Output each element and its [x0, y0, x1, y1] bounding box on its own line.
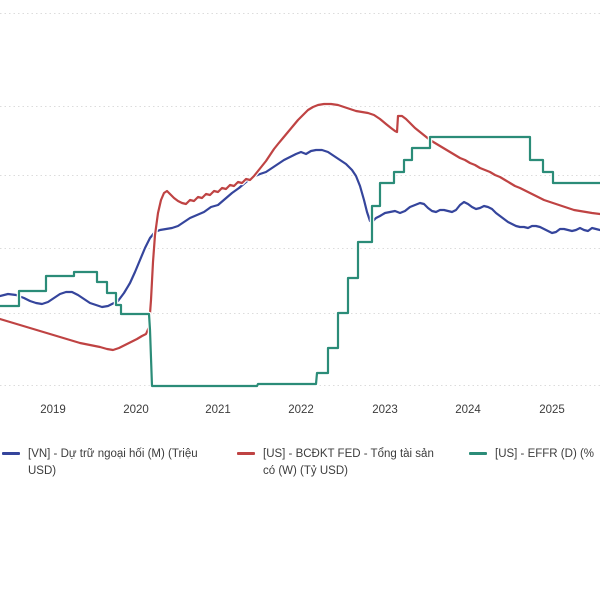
legend-line-sample-icon — [2, 452, 20, 455]
legend-label: [US] - BCĐKT FED - Tổng tài sản có (W) (… — [263, 448, 434, 478]
plot-area[interactable] — [0, 0, 600, 400]
x-axis-labels: 2019 2020 2021 2022 2023 2024 2025 — [0, 404, 600, 420]
x-tick-label-2024: 2024 — [455, 404, 481, 416]
legend-label: [VN] - Dự trữ ngoại hối (M) (Triệu USD) — [28, 448, 198, 478]
x-tick-label-2020: 2020 — [123, 404, 149, 416]
legend-item-2[interactable]: [US] - EFFR (D) (% — [469, 446, 600, 463]
legend-item-0[interactable]: [VN] - Dự trữ ngoại hối (M) (Triệu USD) — [2, 446, 198, 481]
x-tick-label-2022: 2022 — [288, 404, 314, 416]
legend-item-1[interactable]: [US] - BCĐKT FED - Tổng tài sản có (W) (… — [237, 446, 437, 481]
series-line-2[interactable] — [0, 135, 600, 388]
legend-line-sample-icon — [469, 452, 487, 455]
series-halo-2 — [0, 134, 600, 389]
legend-label: [US] - EFFR (D) (% — [495, 448, 595, 460]
x-tick-label-2019: 2019 — [40, 404, 66, 416]
x-tick-label-2021: 2021 — [205, 404, 231, 416]
series-halo-0 — [0, 147, 600, 310]
legend-line-sample-icon — [237, 452, 255, 455]
x-tick-label-2025: 2025 — [539, 404, 565, 416]
series-line-0[interactable] — [0, 148, 600, 309]
x-tick-label-2023: 2023 — [372, 404, 398, 416]
